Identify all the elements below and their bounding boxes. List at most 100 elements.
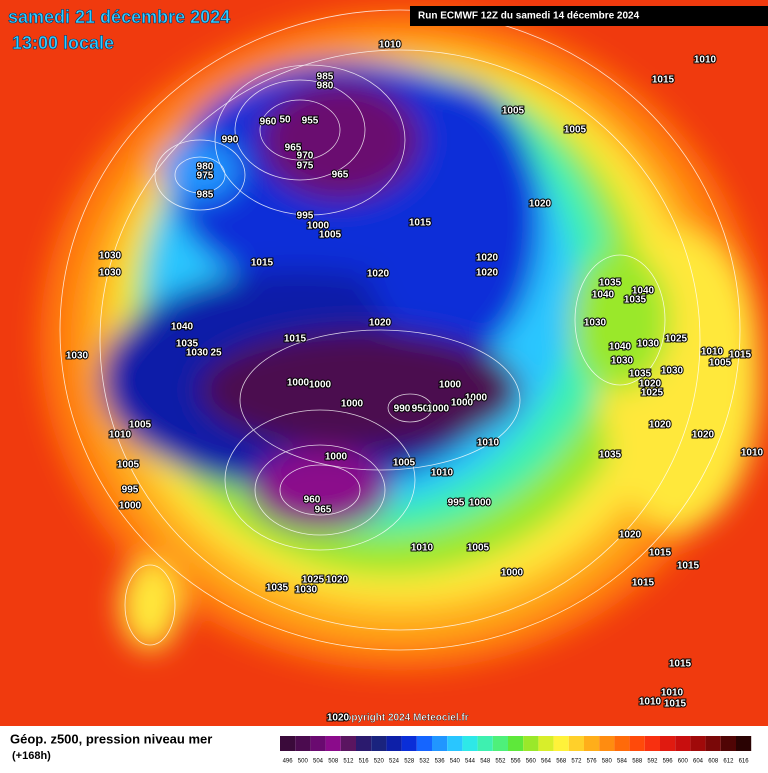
isobar-label: 1000 — [325, 452, 348, 463]
isobar-label: 955 — [302, 116, 319, 127]
isobar-label: 1020 — [639, 379, 662, 390]
field-label: Géop. z500, pression niveau mer — [10, 731, 212, 746]
legend-swatch — [584, 736, 600, 751]
legend-swatch — [325, 736, 341, 751]
isobar-label: 960 — [260, 117, 277, 128]
isobar-label: 1015 — [677, 561, 700, 572]
field — [0, 0, 768, 726]
isobar-label: 1015 — [649, 548, 672, 559]
legend-label: 576 — [587, 759, 598, 765]
isobar-label: 965 — [332, 170, 349, 181]
isobar-label: 1000 — [439, 380, 462, 391]
isobar-label: 1015 — [664, 699, 687, 710]
legend-label: 508 — [328, 759, 339, 765]
legend-label: 580 — [602, 759, 613, 765]
isobar-label: 1035 — [599, 450, 622, 461]
legend-label: 604 — [693, 759, 704, 765]
isobar-label: 1000 — [119, 501, 142, 512]
legend-swatch — [371, 736, 387, 751]
legend-label: 572 — [571, 759, 582, 765]
legend-swatch — [310, 736, 326, 751]
legend-label: 600 — [678, 759, 689, 765]
isobar-label: 1005 — [467, 543, 490, 554]
isobar-label: 1030 — [295, 585, 318, 596]
legend-label: 532 — [419, 759, 430, 765]
isobar-label: 1020 — [529, 199, 552, 210]
isobar-label: 1010 — [639, 697, 662, 708]
lead-time: (+168h) — [12, 750, 51, 762]
legend-swatch — [356, 736, 372, 751]
isobar-label: 950 — [412, 404, 429, 415]
isobar-label: 1020 — [327, 713, 350, 724]
isobar-label: 1025 — [641, 388, 664, 399]
legend-swatch — [401, 736, 417, 751]
isobar-label: 1030 — [661, 366, 684, 377]
isobar-label: 1035 — [599, 278, 622, 289]
isobar-label: 980 — [317, 81, 334, 92]
legend-label: 500 — [298, 759, 309, 765]
legend-swatch — [477, 736, 493, 751]
legend-label: 528 — [404, 759, 415, 765]
legend-swatch — [523, 736, 539, 751]
legend-label: 568 — [556, 759, 567, 765]
legend-swatch — [614, 736, 630, 751]
isobar-label: 1020 — [326, 575, 349, 586]
isobar-label: 985 — [317, 72, 334, 83]
isobar-label: 965 — [285, 143, 302, 154]
legend-label: 504 — [313, 759, 324, 765]
isobar-label: 995 — [448, 498, 465, 509]
legend-label: 588 — [632, 759, 643, 765]
isobar-label: 990 — [394, 404, 411, 415]
legend-swatch — [629, 736, 645, 751]
legend-swatch — [660, 736, 676, 751]
isobar-label: 1010 — [477, 438, 500, 449]
isobar-label: 980 — [197, 162, 214, 173]
legend-label: 520 — [374, 759, 385, 765]
legend-swatch — [340, 736, 356, 751]
legend-swatch — [295, 736, 311, 751]
legend-swatch — [492, 736, 508, 751]
legend-swatch — [599, 736, 615, 751]
legend-label: 544 — [465, 759, 476, 765]
isobar-label: 1010 — [411, 543, 434, 554]
isobar-label: 965 — [315, 505, 332, 516]
legend-label: 548 — [480, 759, 491, 765]
isobar-label: 1020 — [692, 430, 715, 441]
legend-label: 584 — [617, 759, 628, 765]
isobar-label: 1000 — [287, 378, 310, 389]
legend-swatch — [736, 736, 752, 751]
legend-label: 560 — [526, 759, 537, 765]
isobar-label: 1035 — [176, 339, 199, 350]
isobar-label: 1015 — [652, 75, 675, 86]
legend-label: 612 — [723, 759, 734, 765]
legend-swatch — [508, 736, 524, 751]
legend-label: 512 — [343, 759, 354, 765]
run-info: Run ECMWF 12Z du samedi 14 décembre 2024 — [418, 11, 640, 22]
color-legend: 496 500 504 508 512 516 520 524 528 532 536 540 544 5… — [280, 736, 752, 765]
legend-label: 516 — [359, 759, 370, 765]
isobar-label: 1010 — [701, 347, 724, 358]
legend-label: 564 — [541, 759, 552, 765]
legend-swatch — [416, 736, 432, 751]
isobar-label: 1030 — [611, 356, 634, 367]
isobar-label: 25 — [210, 348, 222, 359]
isobar-label: 1030 — [584, 318, 607, 329]
legend-label: 524 — [389, 759, 400, 765]
isobar-label: 1000 — [427, 404, 450, 415]
map-subtitle: 13:00 locale — [12, 33, 114, 53]
isobar-label: 1025 — [302, 575, 325, 586]
isobar-label: 1010 — [379, 40, 402, 51]
isobar-label: 1000 — [309, 380, 332, 391]
isobar-label: 50 — [279, 115, 291, 126]
legend-swatch — [690, 736, 706, 751]
legend-swatch — [280, 736, 296, 751]
isobar-label: 1020 — [367, 269, 390, 280]
isobar-label: 1010 — [661, 688, 684, 699]
map-title: samedi 21 décembre 2024 — [8, 7, 230, 27]
isobar-label: 1005 — [502, 106, 525, 117]
legend-swatch — [386, 736, 402, 751]
legend-label: 616 — [739, 759, 750, 765]
isobar-label: 1015 — [729, 350, 752, 361]
legend-label: 540 — [450, 759, 461, 765]
